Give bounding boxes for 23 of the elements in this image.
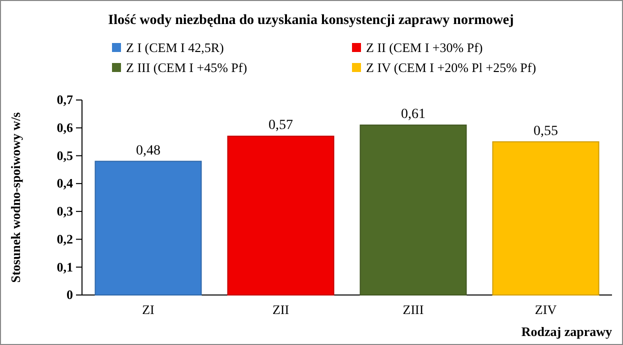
x-axis-title: Rodzaj zaprawy xyxy=(521,324,612,339)
y-tick-label: 0 xyxy=(66,287,73,302)
y-tick-label: 0,1 xyxy=(56,259,73,274)
x-tick-label: ZIII xyxy=(402,302,424,318)
x-tick-label: ZIV xyxy=(534,302,558,318)
legend-label: Z I (CEM I 42,5R) xyxy=(126,40,224,55)
x-tick-label: ZII xyxy=(272,302,290,318)
x-tick-label: ZI xyxy=(142,302,154,318)
y-tick-label: 0,2 xyxy=(56,231,73,246)
y-tick-label: 0,5 xyxy=(56,148,74,163)
y-tick-label: 0,3 xyxy=(56,204,74,219)
y-tick-label: 0,7 xyxy=(56,92,74,108)
data-label: 0,57 xyxy=(268,118,293,134)
y-axis-title: Stosunek wodno-spoiwowy w/s xyxy=(8,112,23,283)
data-label: 0,61 xyxy=(401,107,426,122)
y-tick-label: 0,6 xyxy=(56,120,74,136)
chart-title: Ilość wody niezbędna do uzyskania konsystencji zaprawy normowej xyxy=(108,13,514,28)
legend-label: Z III (CEM I +45% Pf) xyxy=(126,60,248,75)
legend-label: Z IV (CEM I +20% Pl +25% Pf) xyxy=(366,60,536,75)
y-tick-label: 0,4 xyxy=(56,176,74,191)
data-label: 0,48 xyxy=(136,143,160,158)
legend-label: Z II (CEM I +30% Pf) xyxy=(366,40,483,55)
data-label: 0,55 xyxy=(534,124,558,139)
